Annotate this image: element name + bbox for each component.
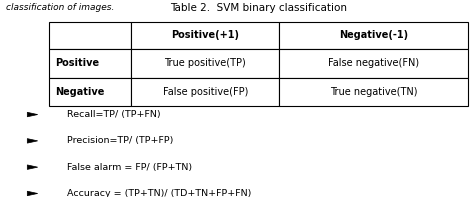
Text: Recall=TP/ (TP+FN): Recall=TP/ (TP+FN) bbox=[67, 110, 161, 119]
Text: Negative(-1): Negative(-1) bbox=[339, 31, 408, 40]
Polygon shape bbox=[27, 139, 37, 143]
Text: classification of images.: classification of images. bbox=[6, 3, 115, 12]
Bar bbox=[279, 22, 468, 49]
Polygon shape bbox=[27, 165, 37, 169]
Bar bbox=[279, 49, 468, 78]
Text: False positive(FP): False positive(FP) bbox=[163, 87, 248, 97]
Bar bbox=[131, 22, 279, 49]
Bar bbox=[279, 78, 468, 106]
Text: False alarm = FP/ (FP+TN): False alarm = FP/ (FP+TN) bbox=[67, 163, 192, 172]
Text: True positive(TP): True positive(TP) bbox=[164, 58, 246, 68]
Bar bbox=[48, 22, 131, 49]
Polygon shape bbox=[27, 191, 37, 196]
Bar bbox=[131, 49, 279, 78]
Text: True negative(TN): True negative(TN) bbox=[330, 87, 418, 97]
Text: Precision=TP/ (TP+FP): Precision=TP/ (TP+FP) bbox=[67, 136, 174, 145]
Bar bbox=[48, 49, 131, 78]
Text: Table 2.  SVM binary classification: Table 2. SVM binary classification bbox=[170, 3, 346, 13]
Bar bbox=[131, 78, 279, 106]
Text: Accuracy = (TP+TN)/ (TD+TN+FP+FN): Accuracy = (TP+TN)/ (TD+TN+FP+FN) bbox=[67, 189, 252, 197]
Text: Positive: Positive bbox=[55, 58, 100, 68]
Text: Negative: Negative bbox=[55, 87, 105, 97]
Text: Positive(+1): Positive(+1) bbox=[171, 31, 239, 40]
Polygon shape bbox=[27, 112, 37, 117]
Bar bbox=[48, 78, 131, 106]
Text: False negative(FN): False negative(FN) bbox=[328, 58, 419, 68]
